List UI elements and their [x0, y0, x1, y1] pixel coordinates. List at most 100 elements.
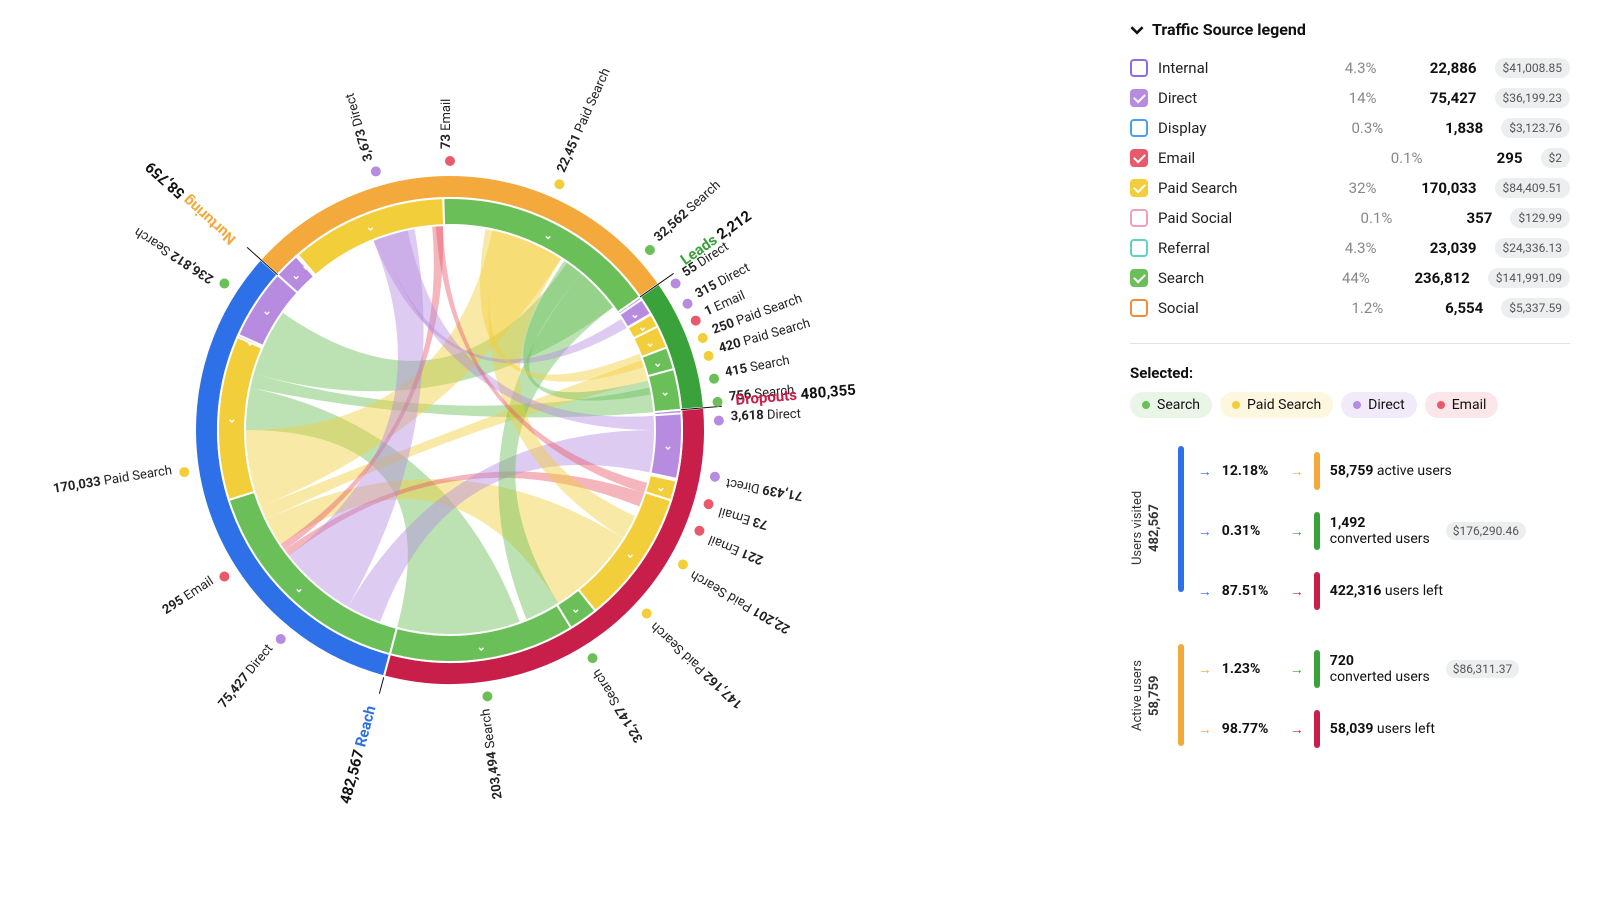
arrow-icon: →: [1198, 721, 1212, 738]
arrow-icon: →: [1290, 463, 1304, 480]
flow-source-bar: [1178, 644, 1184, 746]
selected-chip[interactable]: Paid Search: [1220, 392, 1333, 418]
legend-row[interactable]: Referral4.3%23,039$24,336.13: [1130, 233, 1570, 263]
tick-dot: [554, 179, 564, 189]
axis-title-reach: 482,567 Reach: [336, 704, 380, 806]
flow-text: 422,316 users left: [1330, 583, 1443, 599]
chevron-icon: ⌄: [663, 439, 672, 452]
chevron-icon: ⌄: [626, 548, 635, 561]
chevron-icon: ⌄: [571, 603, 580, 616]
flow-row: →12.18%→58,759 active users: [1198, 452, 1570, 490]
arrow-icon: →: [1290, 583, 1304, 600]
legend-money: $84,409.51: [1495, 178, 1570, 198]
flow-target-bar: [1314, 452, 1320, 490]
tick-dot: [219, 572, 229, 582]
legend-checkbox[interactable]: [1130, 119, 1148, 137]
tick-label: 415 Search: [724, 353, 791, 380]
legend-row[interactable]: Internal4.3%22,886$41,008.85: [1130, 53, 1570, 83]
arrow-icon: →: [1198, 583, 1212, 600]
flow-money: $176,290.46: [1446, 522, 1526, 540]
chip-label: Direct: [1368, 397, 1405, 413]
tick-label: 236,812 Search: [132, 224, 217, 286]
legend-checkbox[interactable]: [1130, 239, 1148, 257]
legend-money: $2: [1541, 148, 1571, 168]
legend-row[interactable]: Email0.1%295$2: [1130, 143, 1570, 173]
legend-row[interactable]: Direct14%75,427$36,199.23: [1130, 83, 1570, 113]
legend-count: 6,554: [1393, 299, 1483, 317]
legend-row[interactable]: Display0.3%1,838$3,123.76: [1130, 113, 1570, 143]
legend-count: 1,838: [1393, 119, 1483, 137]
legend-pct: 1.2%: [1327, 299, 1383, 317]
arrow-icon: →: [1290, 721, 1304, 738]
legend-toggle[interactable]: Traffic Source legend: [1130, 20, 1570, 39]
chip-label: Email: [1452, 397, 1487, 413]
legend-checkbox[interactable]: [1130, 59, 1148, 77]
tick-dot: [694, 526, 704, 536]
tick-dot: [709, 374, 719, 384]
legend-money: $36,199.23: [1495, 88, 1570, 108]
flow-pct: 98.77%: [1222, 721, 1280, 737]
tick-label: 71,439 Direct: [725, 475, 804, 503]
tick-dot: [276, 634, 286, 644]
legend-checkbox[interactable]: [1130, 179, 1148, 197]
tick-dot: [219, 278, 229, 288]
flow-money: $86,311.37: [1446, 660, 1519, 678]
arrow-icon: →: [1198, 463, 1212, 480]
arrow-icon: →: [1198, 661, 1212, 678]
arrow-icon: →: [1290, 661, 1304, 678]
chip-label: Search: [1157, 397, 1200, 413]
legend-row[interactable]: Paid Search32%170,033$84,409.51: [1130, 173, 1570, 203]
chevron-icon: ⌄: [262, 305, 271, 318]
flow-target-bar: [1314, 650, 1320, 688]
tick-dot: [371, 166, 381, 176]
flow-pct: 1.23%: [1222, 661, 1280, 677]
chord-chart[interactable]: ⌄⌄⌄⌄⌄⌄⌄⌄⌄⌄⌄⌄⌄⌄⌄⌄⌄⌄⌄⌄⌄⌄⌄236,812 Search170…: [0, 0, 1120, 920]
chevron-icon: ⌄: [292, 269, 301, 282]
tick-label: 221 Email: [706, 532, 765, 568]
chip-label: Paid Search: [1247, 397, 1321, 413]
flow-text: 720 converted users: [1330, 653, 1430, 685]
legend-name: Direct: [1158, 89, 1311, 107]
legend-checkbox[interactable]: [1130, 299, 1148, 317]
legend-checkbox[interactable]: [1130, 89, 1148, 107]
tick-label: 3,618 Direct: [730, 407, 801, 424]
flow-pct: 0.31%: [1222, 523, 1280, 539]
tick-label: 203,494 Search: [478, 708, 506, 800]
flow-pct: 12.18%: [1222, 463, 1280, 479]
legend-row[interactable]: Paid Social0.1%357$129.99: [1130, 203, 1570, 233]
legend-checkbox[interactable]: [1130, 149, 1148, 167]
selected-chip[interactable]: Direct: [1341, 392, 1417, 418]
tick-dot: [445, 156, 455, 166]
tick-dot: [691, 316, 701, 326]
chip-dot-icon: [1353, 401, 1361, 409]
flow-source-bar: [1178, 446, 1184, 592]
legend-row[interactable]: Social1.2%6,554$5,337.59: [1130, 293, 1570, 323]
selected-chip[interactable]: Search: [1130, 392, 1212, 418]
legend-name: Search: [1158, 269, 1304, 287]
tick-dot: [713, 397, 723, 407]
chip-dot-icon: [1232, 401, 1240, 409]
selected-title: Selected:: [1130, 364, 1570, 382]
legend-pct: 14%: [1321, 89, 1377, 107]
selected-chip[interactable]: Email: [1425, 392, 1499, 418]
flow-block: Active users58,759→1.23%→720 converted u…: [1130, 644, 1570, 748]
legend-checkbox[interactable]: [1130, 209, 1148, 227]
tick-dot: [671, 278, 681, 288]
legend-count: 357: [1402, 209, 1492, 227]
legend-row[interactable]: Search44%236,812$141,991.09: [1130, 263, 1570, 293]
legend-pct: 0.1%: [1336, 209, 1392, 227]
flow-row: →0.31%→1,492 converted users$176,290.46: [1198, 512, 1570, 550]
legend-pct: 0.3%: [1327, 119, 1383, 137]
chevron-icon: ⌄: [660, 386, 669, 399]
legend-name: Social: [1158, 299, 1317, 317]
tick-label: 73 Email: [439, 99, 454, 149]
tick-dot: [710, 472, 720, 482]
flow-row: → 98.77% → 58,039 users left: [1198, 710, 1570, 748]
legend-count: 22,886: [1387, 59, 1477, 77]
tick-label: 295 Email: [160, 574, 217, 618]
legend-name: Paid Search: [1158, 179, 1311, 197]
legend-name: Email: [1158, 149, 1357, 167]
legend-pct: 0.1%: [1367, 149, 1423, 167]
legend-checkbox[interactable]: [1130, 269, 1148, 287]
flow-text: 58,039 users left: [1330, 721, 1435, 737]
